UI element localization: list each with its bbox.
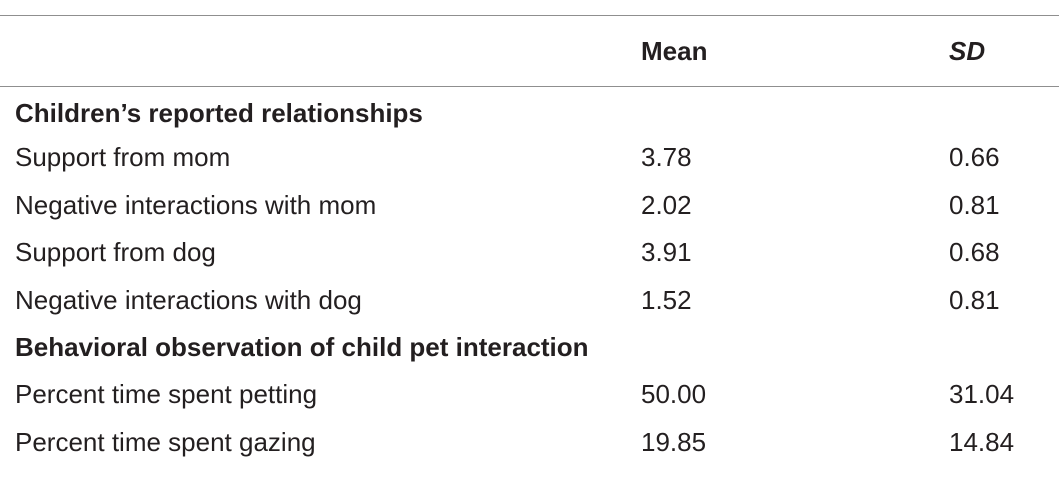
table-row: Negative interactions with mom 2.02 0.81 [0, 182, 1059, 230]
row-label: Percent time spent petting [15, 379, 318, 409]
row-mean: 1.52 [641, 284, 692, 315]
header-rule [0, 86, 1059, 87]
row-label: Percent time spent gazing [15, 426, 316, 457]
table-row: Percent time spent petting 50.00 31.04 [0, 371, 1059, 419]
table-row: Support from mom 3.78 0.66 [0, 134, 1059, 182]
row-mean: 3.91 [641, 237, 692, 267]
section-title: Behavioral observation of child pet inte… [15, 332, 589, 362]
table-row: Support from dog 3.91 0.68 [0, 229, 1059, 277]
row-label: Support from dog [15, 237, 216, 267]
row-mean: 50.00 [641, 379, 707, 409]
table-row: Negative interactions with dog 1.52 0.81 [0, 277, 1059, 325]
section-title-row: Behavioral observation of child pet inte… [0, 324, 1059, 371]
row-sd: 0.66 [949, 142, 1000, 172]
header-sd: SD [949, 36, 986, 66]
row-mean: 19.85 [641, 426, 707, 457]
top-rule [0, 15, 1059, 16]
row-label: Negative interactions with dog [15, 284, 362, 315]
row-sd: 0.68 [949, 237, 1000, 267]
row-mean: 2.02 [641, 189, 692, 220]
section-title-row: Children’s reported relationships [0, 87, 1059, 134]
section-title: Children’s reported relationships [15, 98, 423, 128]
row-sd: 0.81 [949, 284, 1000, 315]
row-sd: 0.81 [949, 189, 1000, 220]
table-row: Percent time spent gazing 19.85 14.84 [0, 419, 1059, 467]
row-label: Negative interactions with mom [15, 189, 377, 220]
row-label: Support from mom [15, 142, 231, 172]
row-sd: 14.84 [949, 426, 1015, 457]
row-sd: 31.04 [949, 379, 1015, 409]
data-table: Mean SD Children’s reported relationship… [0, 15, 1059, 466]
row-mean: 3.78 [641, 142, 692, 172]
header-mean: Mean [641, 36, 708, 66]
header-row: Mean SD [0, 16, 1059, 86]
